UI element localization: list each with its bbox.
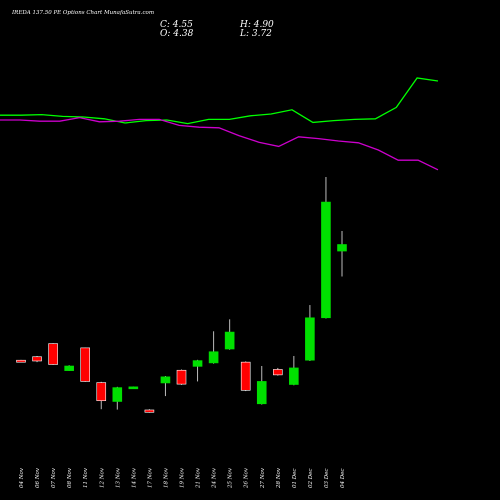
date-label: 18 Nov [163, 467, 169, 488]
date-label: 27 Nov [260, 467, 266, 489]
candle-body [208, 351, 219, 364]
chart-title: IREDA 137.50 PE Options Chart MunafaSutr… [12, 10, 155, 16]
candle-body [80, 347, 90, 382]
candle-body [96, 382, 107, 402]
candle-body [224, 331, 235, 350]
date-label: 26 Nov [244, 467, 250, 489]
date-label: 12 Nov [99, 467, 105, 488]
date-label: 07 Nov [51, 467, 57, 488]
date-label: 01 Dec [292, 469, 298, 489]
candle-body [16, 359, 26, 363]
candle [96, 381, 107, 410]
candle-body [289, 367, 299, 385]
candle-body [128, 386, 139, 390]
candle [160, 376, 171, 397]
candle-body [337, 244, 347, 252]
candle [176, 369, 187, 385]
open-value: O: 4.38 [160, 29, 194, 39]
lower-indicator-line [0, 116, 439, 171]
candle [80, 347, 90, 382]
candle-body [192, 360, 203, 367]
close-value: C: 4.55 [160, 20, 193, 30]
candle [16, 359, 26, 363]
candle [112, 386, 123, 410]
candle [32, 355, 42, 363]
candle-body [176, 369, 187, 385]
candle [144, 409, 155, 413]
candle-body [256, 381, 267, 405]
candle [128, 386, 139, 390]
candle-body [64, 365, 74, 371]
candle [337, 231, 347, 277]
candle-body [32, 356, 42, 362]
candle-body [48, 343, 58, 365]
date-label: 17 Nov [147, 467, 153, 488]
candle [240, 361, 251, 392]
date-label: 24 Nov [212, 467, 218, 489]
date-label: 19 Nov [180, 467, 186, 488]
low-value: L: 3.72 [240, 29, 272, 39]
candle [321, 177, 331, 319]
candle [48, 343, 58, 365]
date-label: 08 Nov [67, 467, 73, 488]
date-label: 28 Nov [276, 467, 282, 489]
candle-body [321, 201, 331, 319]
date-label: 04 Dec [340, 469, 346, 489]
candle-body [272, 369, 283, 376]
candle-body [305, 317, 315, 361]
candle-body [144, 409, 155, 413]
candle [289, 355, 299, 386]
candle [192, 359, 203, 382]
candle [64, 365, 74, 372]
candle [256, 366, 267, 405]
upper-indicator-line [0, 77, 439, 125]
candle [305, 305, 315, 361]
date-label: 04 Nov [19, 467, 25, 488]
candle-body [160, 376, 171, 384]
candle [224, 319, 235, 350]
date-label: 21 Nov [196, 467, 202, 489]
date-label: 11 Nov [83, 467, 89, 488]
candle-body [112, 387, 123, 402]
candle [208, 331, 219, 364]
high-value: H: 4.90 [240, 20, 274, 30]
candle [272, 367, 283, 376]
date-label: 13 Nov [115, 467, 121, 488]
date-label: 02 Dec [308, 469, 314, 489]
date-label: 25 Nov [228, 467, 234, 489]
date-label: 03 Dec [324, 469, 330, 489]
date-label: 14 Nov [131, 467, 137, 488]
date-label: 06 Nov [35, 467, 41, 488]
candle-body [240, 361, 251, 391]
